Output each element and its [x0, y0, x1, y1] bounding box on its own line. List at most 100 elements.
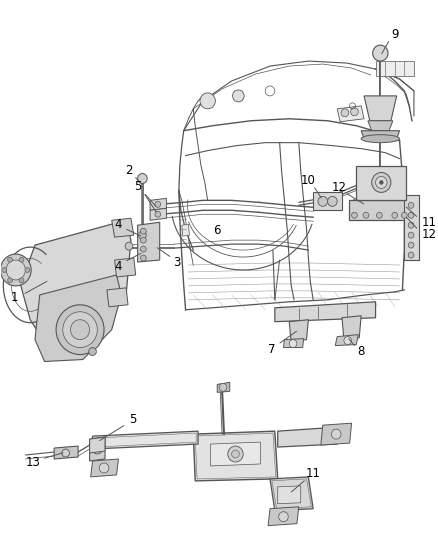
Polygon shape — [358, 167, 404, 198]
Circle shape — [232, 450, 239, 458]
Polygon shape — [21, 220, 131, 335]
Circle shape — [138, 231, 146, 239]
Text: 9: 9 — [391, 28, 399, 41]
Polygon shape — [217, 382, 230, 392]
Circle shape — [62, 449, 70, 457]
Text: 13: 13 — [25, 456, 40, 470]
Polygon shape — [289, 320, 308, 342]
Polygon shape — [361, 131, 399, 139]
Circle shape — [125, 242, 133, 250]
Circle shape — [141, 228, 146, 234]
Circle shape — [19, 278, 24, 283]
Circle shape — [2, 268, 7, 272]
Polygon shape — [364, 96, 397, 121]
Circle shape — [408, 232, 414, 238]
Circle shape — [408, 252, 414, 258]
Polygon shape — [313, 192, 342, 211]
Circle shape — [375, 176, 387, 188]
Circle shape — [92, 444, 102, 454]
Polygon shape — [278, 427, 337, 447]
Polygon shape — [90, 437, 105, 453]
Text: 1: 1 — [11, 292, 18, 304]
Circle shape — [377, 212, 382, 218]
Polygon shape — [54, 446, 78, 459]
Circle shape — [56, 305, 104, 354]
Circle shape — [228, 446, 243, 462]
Polygon shape — [375, 61, 414, 76]
Circle shape — [155, 201, 161, 207]
Polygon shape — [335, 335, 358, 345]
Text: 6: 6 — [213, 224, 221, 237]
Text: 2: 2 — [125, 164, 133, 177]
Text: 12: 12 — [422, 228, 437, 241]
Polygon shape — [195, 433, 276, 479]
Polygon shape — [57, 449, 75, 456]
Text: 3: 3 — [173, 255, 180, 269]
Polygon shape — [368, 121, 393, 131]
Circle shape — [379, 181, 383, 184]
Circle shape — [25, 268, 30, 272]
Text: 12: 12 — [332, 181, 346, 194]
Circle shape — [7, 278, 12, 283]
Text: 8: 8 — [357, 345, 365, 358]
Circle shape — [408, 203, 414, 208]
Text: 5: 5 — [134, 180, 141, 193]
Circle shape — [89, 348, 96, 356]
Polygon shape — [275, 302, 375, 322]
Circle shape — [71, 320, 90, 340]
Text: 11: 11 — [422, 216, 437, 229]
Polygon shape — [369, 171, 394, 179]
Circle shape — [392, 212, 398, 218]
Circle shape — [279, 512, 288, 522]
Circle shape — [328, 196, 337, 206]
Polygon shape — [91, 459, 118, 477]
Polygon shape — [107, 288, 128, 307]
Ellipse shape — [361, 135, 399, 143]
Text: 4: 4 — [115, 261, 122, 273]
Polygon shape — [283, 338, 304, 348]
Polygon shape — [349, 200, 412, 220]
Circle shape — [352, 212, 357, 218]
Circle shape — [341, 109, 349, 117]
Circle shape — [408, 222, 414, 228]
Circle shape — [408, 212, 414, 218]
Circle shape — [350, 108, 358, 116]
Circle shape — [344, 337, 352, 345]
Polygon shape — [138, 222, 160, 262]
Polygon shape — [182, 224, 189, 236]
Polygon shape — [272, 479, 311, 508]
Polygon shape — [193, 431, 278, 481]
Polygon shape — [95, 433, 196, 447]
Text: 11: 11 — [306, 467, 321, 480]
Circle shape — [138, 173, 147, 183]
Circle shape — [402, 212, 407, 218]
Circle shape — [155, 211, 161, 217]
Polygon shape — [150, 208, 166, 220]
Polygon shape — [211, 442, 261, 466]
Circle shape — [373, 45, 388, 61]
Polygon shape — [150, 198, 166, 211]
Circle shape — [141, 237, 146, 243]
Circle shape — [63, 312, 97, 348]
Polygon shape — [112, 218, 134, 237]
Circle shape — [219, 383, 227, 391]
Circle shape — [332, 429, 341, 439]
Polygon shape — [268, 507, 299, 526]
Circle shape — [233, 90, 244, 102]
Text: 5: 5 — [129, 413, 137, 426]
Polygon shape — [357, 166, 406, 200]
Circle shape — [318, 196, 328, 206]
Circle shape — [0, 254, 31, 286]
Text: 4: 4 — [115, 217, 122, 231]
Polygon shape — [140, 224, 158, 260]
Polygon shape — [342, 316, 361, 340]
Circle shape — [408, 242, 414, 248]
Circle shape — [19, 257, 24, 262]
Circle shape — [289, 340, 297, 348]
Circle shape — [372, 173, 391, 192]
Circle shape — [7, 257, 12, 262]
Polygon shape — [92, 431, 198, 449]
Polygon shape — [278, 486, 301, 504]
Circle shape — [141, 255, 146, 261]
Polygon shape — [90, 437, 105, 461]
